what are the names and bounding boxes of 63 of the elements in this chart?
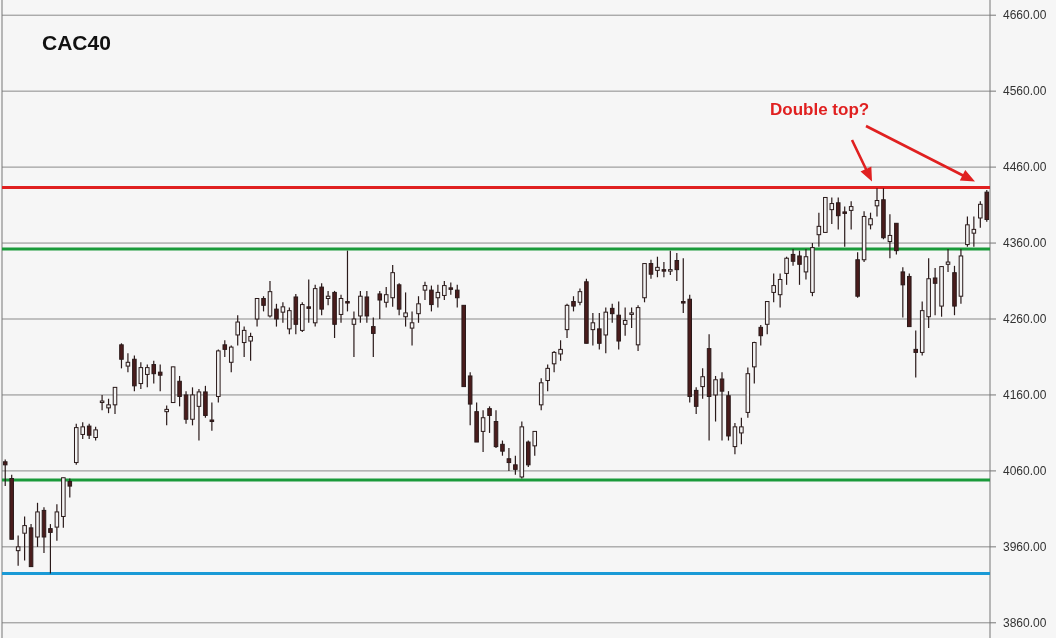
candlestick xyxy=(119,342,124,369)
candlestick xyxy=(790,248,796,267)
candlestick xyxy=(732,422,738,455)
candlestick xyxy=(719,371,725,442)
candlestick xyxy=(622,307,628,337)
candlestick xyxy=(371,316,376,358)
candlestick xyxy=(157,363,163,392)
candlestick xyxy=(209,401,215,432)
candlestick xyxy=(409,310,415,347)
candlestick xyxy=(403,291,408,328)
candlestick xyxy=(99,394,105,411)
candlestick xyxy=(771,272,776,303)
candlestick xyxy=(848,200,854,230)
y-tick-label: 4160.00 xyxy=(1003,388,1047,403)
candlestick xyxy=(609,303,615,324)
candlestick xyxy=(758,324,764,347)
candlestick xyxy=(125,352,131,373)
text: CAC40 xyxy=(42,31,111,54)
candlestick xyxy=(48,523,53,575)
candlestick xyxy=(454,284,460,309)
candlestick xyxy=(803,248,809,281)
candlestick xyxy=(54,503,60,542)
candlestick xyxy=(648,259,654,280)
candlestick xyxy=(416,295,421,324)
candlestick xyxy=(764,300,770,335)
candlestick xyxy=(487,405,492,434)
candlestick xyxy=(254,297,260,328)
candlestick xyxy=(345,250,350,312)
candlestick xyxy=(693,386,699,415)
candlestick xyxy=(506,447,512,472)
y-tick-label: 4660.00 xyxy=(1003,8,1047,23)
y-tick-label: 4360.00 xyxy=(1003,236,1047,251)
y-tick-label: 3860.00 xyxy=(1003,616,1047,631)
candlestick xyxy=(235,314,240,347)
candlestick xyxy=(629,307,634,329)
candlestick xyxy=(480,409,486,453)
candlestick xyxy=(797,250,802,286)
y-tick-label: 4460.00 xyxy=(1003,160,1047,175)
y-tick-label: 4260.00 xyxy=(1003,312,1047,327)
candlestick xyxy=(900,266,906,319)
y-tick-label: 4060.00 xyxy=(1003,464,1047,479)
y-tick-label: 4560.00 xyxy=(1003,84,1047,99)
candlestick xyxy=(22,515,27,562)
candlestick xyxy=(196,388,202,442)
candlestick xyxy=(15,534,21,567)
y-tick-label: 3960.00 xyxy=(1003,540,1047,555)
candlestick xyxy=(164,404,169,426)
candlestick xyxy=(913,329,919,379)
candlestick xyxy=(739,417,744,445)
candlestick xyxy=(545,363,550,392)
candlestick xyxy=(945,248,951,273)
candlestick xyxy=(2,458,8,487)
candlestick xyxy=(777,272,783,309)
annotation: Double top? xyxy=(770,100,870,119)
candlestick xyxy=(228,344,234,373)
candlestick xyxy=(538,377,544,411)
candlestick xyxy=(203,385,208,419)
candlestick xyxy=(816,212,822,248)
candlestick xyxy=(700,367,705,400)
candlestick xyxy=(351,310,357,358)
candlestick xyxy=(377,290,383,320)
candlestick xyxy=(422,281,428,301)
candlestick xyxy=(784,256,789,286)
